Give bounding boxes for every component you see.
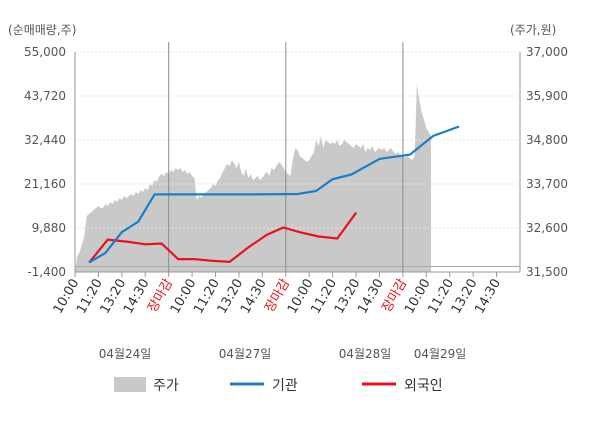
legend-swatch-price <box>114 377 146 392</box>
right-tick-label: 34,800 <box>526 133 568 147</box>
x-axis-ticks: 10:0011:2013:2014:30장마감10:0011:2013:2014… <box>51 272 504 316</box>
left-tick-label: 32,440 <box>24 133 66 147</box>
institution-line <box>88 125 460 264</box>
date-label: 04월27일 <box>219 347 272 361</box>
left-axis-label: (순매매량,주) <box>8 23 76 37</box>
foreign-line <box>88 212 357 264</box>
legend-label-institution: 기관 <box>272 378 298 394</box>
left-tick-label: 55,000 <box>24 45 66 59</box>
date-label: 04월29일 <box>414 347 467 361</box>
right-axis-ticks: 37,000 35,900 34,800 33,700 32,600 31,500 <box>526 45 568 279</box>
price-area <box>75 84 431 272</box>
right-tick-label: 32,600 <box>526 221 568 235</box>
grid-lines <box>74 42 521 273</box>
left-tick-label: -1,400 <box>27 265 66 279</box>
left-tick-label: 21,160 <box>24 177 66 191</box>
legend-label-foreign: 외국인 <box>404 378 443 394</box>
right-tick-label: 37,000 <box>526 45 568 59</box>
legend: 주가 기관 외국인 <box>114 377 443 394</box>
right-axis-label: (주가,원) <box>510 23 556 37</box>
net-trade-lines <box>88 125 460 264</box>
date-label: 04월24일 <box>99 347 152 361</box>
right-tick-label: 35,900 <box>526 89 568 103</box>
left-tick-label: 43,720 <box>24 89 66 103</box>
date-label: 04월28일 <box>339 347 392 361</box>
right-tick-label: 33,700 <box>526 177 568 191</box>
legend-label-price: 주가 <box>153 378 179 394</box>
date-labels: 04월24일 04월27일 04월28일 04월29일 <box>99 347 467 361</box>
left-tick-label: 9,880 <box>32 221 66 235</box>
left-axis-ticks: 55,000 43,720 32,440 21,160 9,880 -1,400 <box>24 45 66 279</box>
right-tick-label: 31,500 <box>526 265 568 279</box>
price-area-series <box>75 84 431 272</box>
